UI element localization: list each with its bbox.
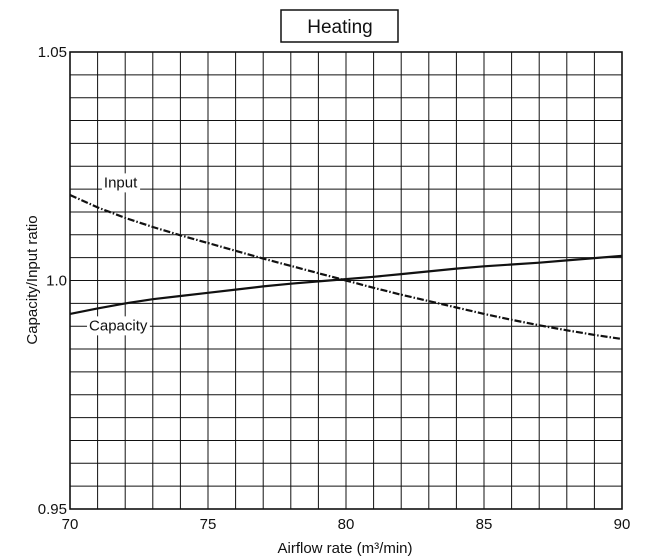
series-labels: Input Capacity (87, 173, 150, 336)
series-label-backing (101, 173, 141, 193)
grid (69, 51, 623, 510)
x-tick-label: 70 (62, 516, 79, 533)
series-label-input: Input (104, 174, 138, 191)
series-line-capacity (69, 254, 623, 315)
x-tick-label: 75 (200, 516, 217, 533)
x-axis-label: Airflow rate (m³/min) (277, 540, 412, 557)
y-tick-label: 1.0 (46, 273, 67, 290)
series-lines (69, 193, 623, 341)
x-tick-label: 90 (614, 516, 631, 533)
y-tick-label: 0.95 (38, 501, 67, 518)
title-frame (280, 9, 399, 43)
chart-title-box: Heating (280, 9, 399, 43)
x-tick-label: 85 (476, 516, 493, 533)
series-line-input (69, 193, 623, 341)
tick-labels: 70 75 80 85 90 0.95 1.0 1.05 (38, 44, 631, 533)
series-label-backing (87, 316, 150, 336)
y-tick-label: 1.05 (38, 44, 67, 61)
y-axis-label: Capacity/Input ratio (24, 215, 41, 344)
series-label-capacity: Capacity (89, 317, 148, 334)
plot-frame (69, 51, 623, 510)
x-tick-label: 80 (338, 516, 355, 533)
chart-title: Heating (307, 17, 373, 38)
